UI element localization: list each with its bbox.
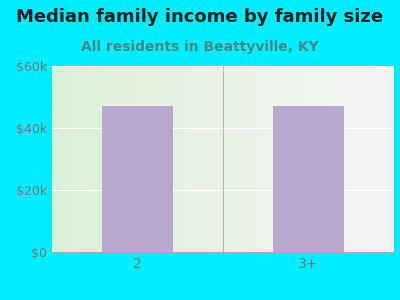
- Bar: [102, 106, 174, 252]
- Text: All residents in Beattyville, KY: All residents in Beattyville, KY: [81, 40, 319, 55]
- Text: Median family income by family size: Median family income by family size: [16, 8, 384, 26]
- Bar: [272, 106, 344, 252]
